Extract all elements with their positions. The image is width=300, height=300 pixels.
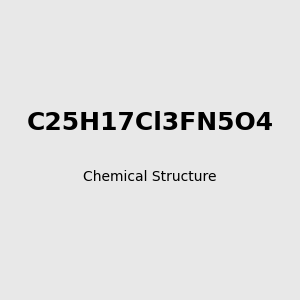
Text: Chemical Structure: Chemical Structure: [83, 170, 217, 184]
Text: C25H17Cl3FN5O4: C25H17Cl3FN5O4: [26, 111, 274, 135]
